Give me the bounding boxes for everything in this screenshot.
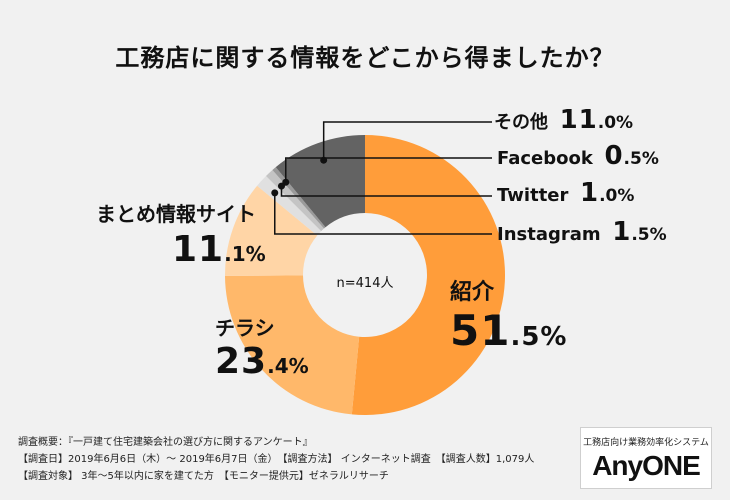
label-shoukai: 紹介 51.5% [450, 280, 568, 355]
center-label: n=414人 [337, 276, 394, 291]
leader-line-3 [274, 192, 492, 235]
logo-tagline: 工務店向け業務効率化システム [583, 438, 709, 448]
leader-line-6 [322, 121, 492, 161]
chart-title: 工務店に関する情報をどこから得ましたか？ [115, 44, 615, 72]
label-matome: まとめ情報サイト 11.1% [96, 202, 266, 270]
label-chirashi: チラシ 23.4% [215, 316, 309, 382]
anyone-logo: 工務店向け業務効率化システム AnyONE [580, 427, 712, 489]
leader-line-4 [280, 186, 492, 197]
footer-line-2: 【調査日】2019年6月6日（木）～ 2019年6月7日（金） 【調査方法】 イ… [18, 454, 535, 465]
label-facebook: Facebook 0.5% [497, 141, 659, 171]
slice-2 [224, 185, 318, 276]
survey-footer: 調査概要：『一戸建て住宅建築会社の選び方に関するアンケート』 【調査日】2019… [18, 434, 534, 485]
slice-0 [351, 135, 506, 415]
leader-line-5 [285, 157, 492, 183]
logo-brand: AnyONE [592, 450, 701, 481]
footer-line-1: 調査概要：『一戸建て住宅建築会社の選び方に関するアンケート』 [18, 437, 313, 448]
footer-line-3: 【調査対象】 3年～5年以内に家を建てた方 【モニター提供元】ゼネラルリサーチ [18, 471, 389, 482]
label-twitter: Twitter 1.0% [497, 178, 635, 208]
label-instagram: Instagram 1.5% [497, 217, 667, 247]
slice-1 [225, 275, 360, 415]
label-sonota: その他 11.0% [494, 105, 634, 135]
